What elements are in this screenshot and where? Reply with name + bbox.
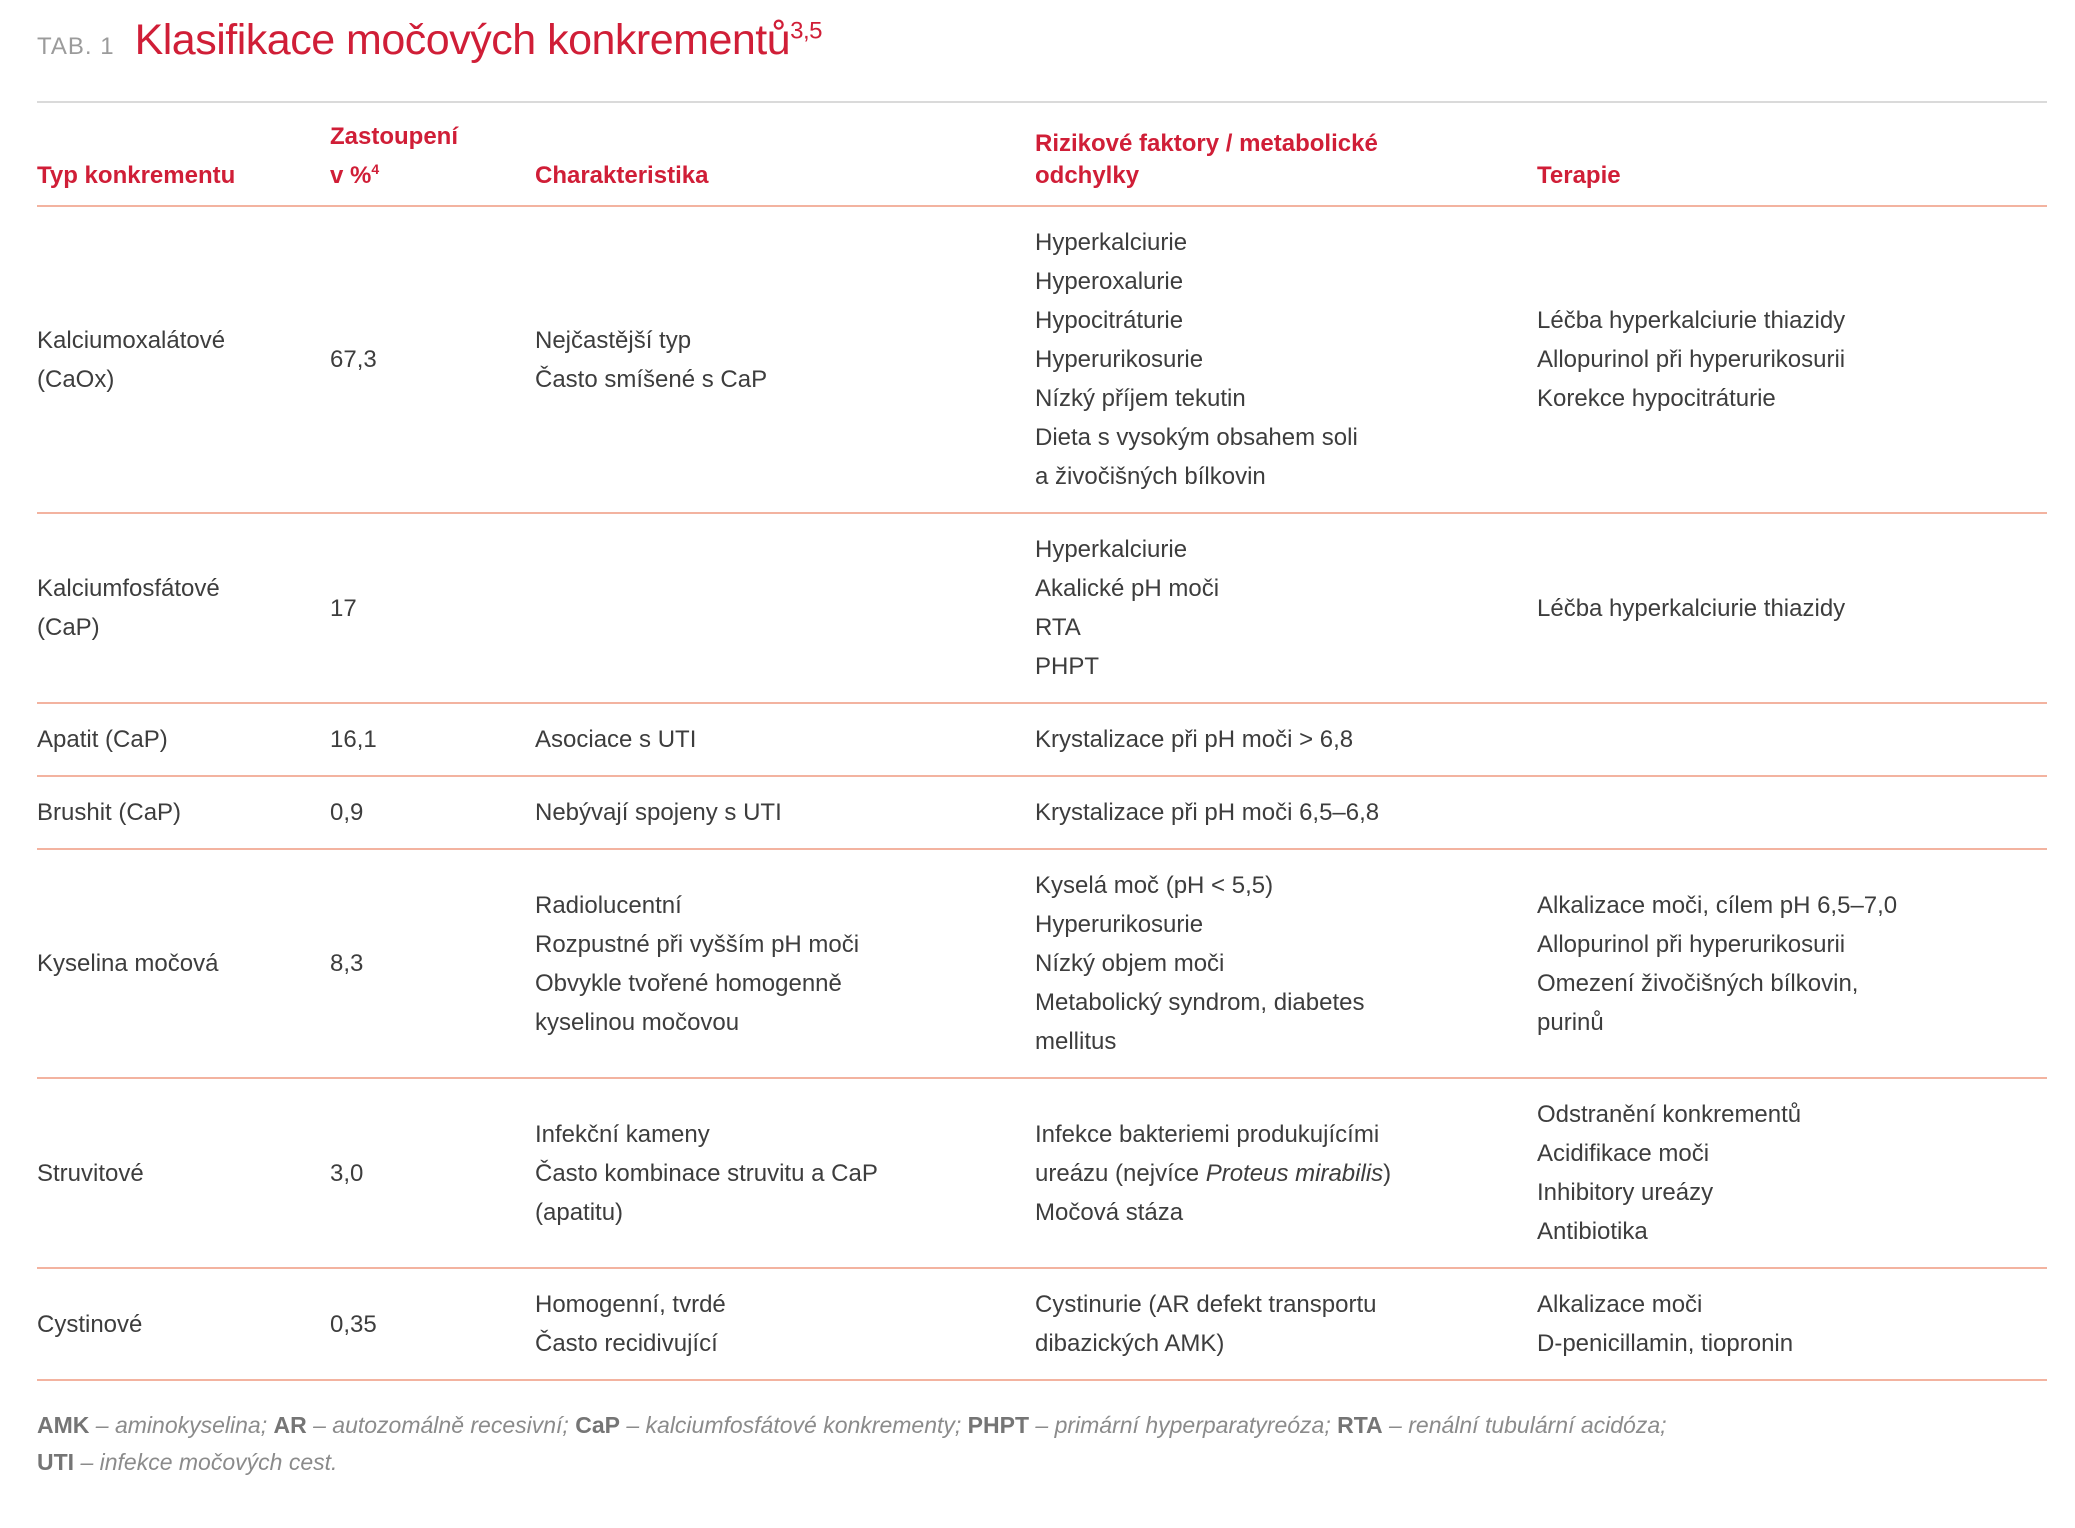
col-header-type: Typ konkrementu	[37, 101, 330, 206]
cell-characteristics: Asociace s UTI	[535, 702, 1035, 776]
col-header-risk-factors: Rizikové faktory / metabolické odchylky	[1035, 101, 1537, 206]
table-title-block: TAB. 1 Klasifikace močových konkrementů3…	[37, 16, 2038, 65]
cell-risk-factors: Infekce bakteriemi produkujícími ureázu …	[1035, 1077, 1537, 1268]
cell-characteristics: Nejčastější typ Často smíšené s CaP	[535, 205, 1035, 513]
cell-type: Apatit (CaP)	[37, 702, 330, 776]
header-reference-superscript: 4	[371, 161, 380, 177]
cell-characteristics: Radiolucentní Rozpustné při vyšším pH mo…	[535, 848, 1035, 1078]
col-header-therapy: Terapie	[1537, 101, 2047, 206]
cell-therapy: Léčba hyperkalciurie thiazidy	[1537, 512, 2047, 703]
cell-risk-factors: Hyperkalciurie Akalické pH moči RTA PHPT	[1035, 512, 1537, 703]
table-row-apatite: Apatit (CaP) 16,1 Asociace s UTI Krystal…	[37, 702, 2047, 776]
cell-characteristics: Infekční kameny Často kombinace struvitu…	[535, 1077, 1035, 1268]
cell-share: 16,1	[330, 702, 535, 776]
table-row-uric-acid: Kyselina močová 8,3 Radiolucentní Rozpus…	[37, 848, 2047, 1078]
page-title-text: Klasifikace močových konkrementů	[134, 16, 791, 64]
cell-share: 3,0	[330, 1077, 535, 1268]
cell-type: Brushit (CaP)	[37, 775, 330, 849]
table-body: Kalciumoxalátové (CaOx) 67,3 Nejčastější…	[37, 205, 2047, 1381]
page-title: Klasifikace močových konkrementů3,5	[134, 16, 823, 65]
cell-type: Kalciumoxalátové (CaOx)	[37, 205, 330, 513]
col-header-share: Zastoupení v %4	[330, 101, 535, 206]
table-row-calcium-phosphate: Kalciumfosfátové (CaP) 17 Hyperkalciurie…	[37, 512, 2047, 703]
cell-share: 67,3	[330, 205, 535, 513]
cell-share: 0,9	[330, 775, 535, 849]
cell-risk-factors: Kyselá moč (pH < 5,5) Hyperurikosurie Ní…	[1035, 848, 1537, 1078]
col-header-characteristics: Charakteristika	[535, 101, 1035, 206]
table-row-struvite: Struvitové 3,0 Infekční kameny Často kom…	[37, 1077, 2047, 1268]
page: TAB. 1 Klasifikace močových konkrementů3…	[37, 16, 2047, 1475]
abbreviations-footnote: AMK – aminokyselina; AR – autozomálně re…	[37, 1412, 1667, 1475]
table-row-calcium-oxalate: Kalciumoxalátové (CaOx) 67,3 Nejčastější…	[37, 205, 2047, 513]
cell-type: Kyselina močová	[37, 848, 330, 1078]
cell-risk-factors: Hyperkalciurie Hyperoxalurie Hypocitrátu…	[1035, 205, 1537, 513]
cell-type: Kalciumfosfátové (CaP)	[37, 512, 330, 703]
table-header: Typ konkrementu Zastoupení v %4 Charakte…	[37, 101, 2047, 206]
cell-therapy: Léčba hyperkalciurie thiazidy Allopurino…	[1537, 205, 2047, 513]
cell-characteristics: Nebývají spojeny s UTI	[535, 775, 1035, 849]
cell-characteristics	[535, 512, 1035, 703]
cell-therapy	[1537, 702, 2047, 776]
cell-type: Struvitové	[37, 1077, 330, 1268]
table-row-brushite: Brushit (CaP) 0,9 Nebývají spojeny s UTI…	[37, 775, 2047, 849]
cell-risk-factors: Krystalizace při pH moči > 6,8	[1035, 702, 1537, 776]
cell-share: 8,3	[330, 848, 535, 1078]
cell-risk-factors: Krystalizace při pH moči 6,5–6,8	[1035, 775, 1537, 849]
cell-therapy: Alkalizace moči D-penicillamin, tioproni…	[1537, 1267, 2047, 1381]
cell-therapy	[1537, 775, 2047, 849]
table-number-label: TAB. 1	[37, 33, 115, 60]
cell-characteristics: Homogenní, tvrdé Často recidivující	[535, 1267, 1035, 1381]
cell-share: 17	[330, 512, 535, 703]
cell-type: Cystinové	[37, 1267, 330, 1381]
cell-therapy: Alkalizace moči, cílem pH 6,5–7,0 Allopu…	[1537, 848, 2047, 1078]
cell-share: 0,35	[330, 1267, 535, 1381]
table-row-cystine: Cystinové 0,35 Homogenní, tvrdé Často re…	[37, 1267, 2047, 1381]
cell-therapy: Odstranění konkrementů Acidifikace moči …	[1537, 1077, 2047, 1268]
cell-risk-factors: Cystinurie (AR defekt transportu dibazic…	[1035, 1267, 1537, 1381]
title-reference-superscript: 3,5	[790, 17, 823, 45]
classification-table: Typ konkrementu Zastoupení v %4 Charakte…	[37, 101, 2047, 1381]
header-row: Typ konkrementu Zastoupení v %4 Charakte…	[37, 101, 2047, 206]
